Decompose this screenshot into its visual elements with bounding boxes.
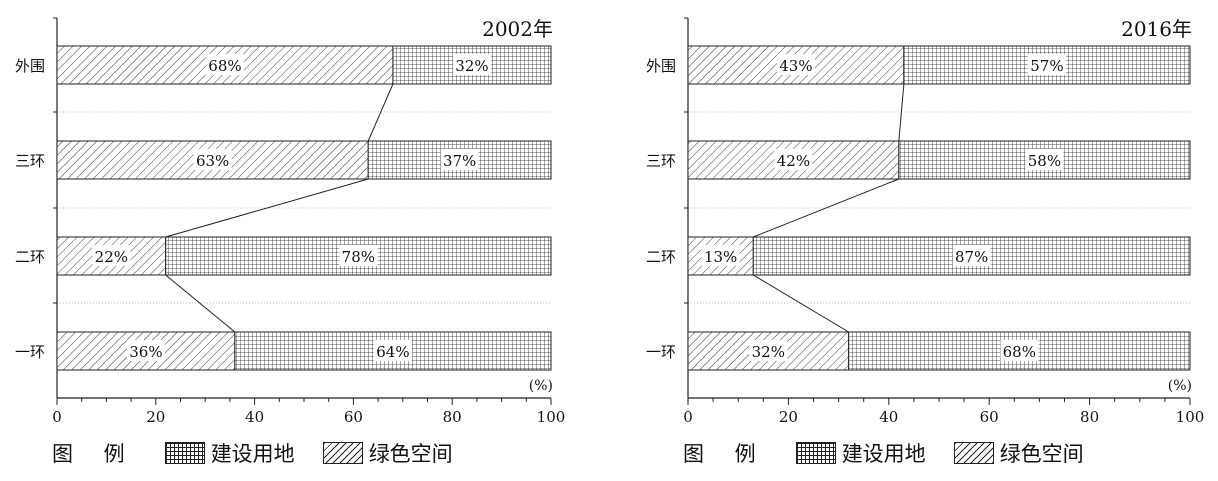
x-tick-label: 20 [146, 408, 165, 426]
legend-title: 图 例 [52, 442, 137, 466]
legend-item-green: 绿色空间 [953, 438, 1084, 468]
unit-label: (%) [529, 378, 553, 394]
data-label-green: 63% [196, 152, 229, 170]
legend: 图 例 建设用地 绿色空间 [52, 436, 481, 470]
data-label-backing [126, 340, 165, 361]
data-label-backing [701, 245, 740, 266]
data-label-built: 87% [955, 248, 988, 266]
data-label-backing [1027, 54, 1066, 75]
data-label-backing [776, 54, 815, 75]
data-label-built: 57% [1030, 57, 1063, 75]
data-label-backing [193, 149, 232, 170]
category-label: 二环 [646, 248, 676, 266]
data-label-green: 43% [779, 57, 812, 75]
data-label-green: 42% [777, 152, 810, 170]
data-label-backing [452, 54, 491, 75]
x-tick-label: 0 [52, 408, 62, 426]
data-label-green: 36% [129, 343, 162, 361]
data-label-built: 68% [1003, 343, 1036, 361]
legend-item-built: 建设用地 [164, 438, 295, 468]
chart-title: 2002年 [482, 17, 553, 41]
connector-line [898, 83, 905, 142]
category-label: 二环 [15, 248, 45, 266]
grid-pattern-swatch [795, 442, 836, 464]
x-tick-label: 40 [879, 408, 898, 426]
category-label: 一环 [646, 343, 676, 361]
x-tick-label: 60 [344, 408, 363, 426]
data-label-backing [774, 149, 813, 170]
category-label: 外围 [15, 57, 45, 75]
data-label-built: 32% [455, 57, 488, 75]
data-label-backing [749, 340, 788, 361]
legend-label-green: 绿色空间 [368, 442, 453, 466]
hatch-pattern-swatch [322, 442, 363, 464]
x-tick-label: 80 [1080, 408, 1099, 426]
data-label-backing [1000, 340, 1039, 361]
chart-title: 2016年 [1121, 17, 1192, 41]
connector-line [165, 274, 236, 333]
legend-label-green: 绿色空间 [999, 442, 1084, 466]
x-tick-label: 80 [443, 408, 462, 426]
connector-line [367, 83, 394, 142]
data-label-green: 32% [752, 343, 785, 361]
x-tick-label: 100 [537, 408, 566, 426]
hatch-pattern-swatch [953, 442, 994, 464]
data-label-green: 13% [704, 248, 737, 266]
x-tick-label: 0 [683, 408, 693, 426]
x-tick-label: 40 [245, 408, 264, 426]
legend-item-built: 建设用地 [795, 438, 926, 468]
x-tick-label: 20 [779, 408, 798, 426]
legend-label-built: 建设用地 [210, 442, 295, 466]
category-label: 三环 [646, 152, 676, 170]
data-label-built: 78% [342, 248, 375, 266]
category-label: 一环 [15, 343, 45, 361]
data-label-built: 37% [443, 152, 476, 170]
data-label-backing [92, 245, 131, 266]
legend-label-built: 建设用地 [841, 442, 926, 466]
data-label-green: 68% [208, 57, 241, 75]
grid-pattern-swatch [164, 442, 205, 464]
unit-label: (%) [1168, 378, 1192, 394]
data-label-backing [1025, 149, 1064, 170]
category-label: 外围 [646, 57, 676, 75]
data-label-built: 58% [1028, 152, 1061, 170]
connector-line [753, 274, 849, 333]
connector-line [165, 178, 369, 238]
data-label-backing [952, 245, 991, 266]
data-label-backing [373, 340, 412, 361]
legend-item-green: 绿色空间 [322, 438, 453, 468]
x-tick-label: 100 [1176, 408, 1205, 426]
connector-line [753, 178, 900, 238]
legend: 图 例 建设用地 绿色空间 [683, 436, 1112, 470]
data-label-built: 64% [376, 343, 409, 361]
x-tick-label: 60 [980, 408, 999, 426]
legend-title: 图 例 [683, 442, 768, 466]
data-label-green: 22% [95, 248, 128, 266]
data-label-backing [339, 245, 378, 266]
data-label-backing [205, 54, 244, 75]
data-label-backing [440, 149, 479, 170]
category-label: 三环 [15, 152, 45, 170]
